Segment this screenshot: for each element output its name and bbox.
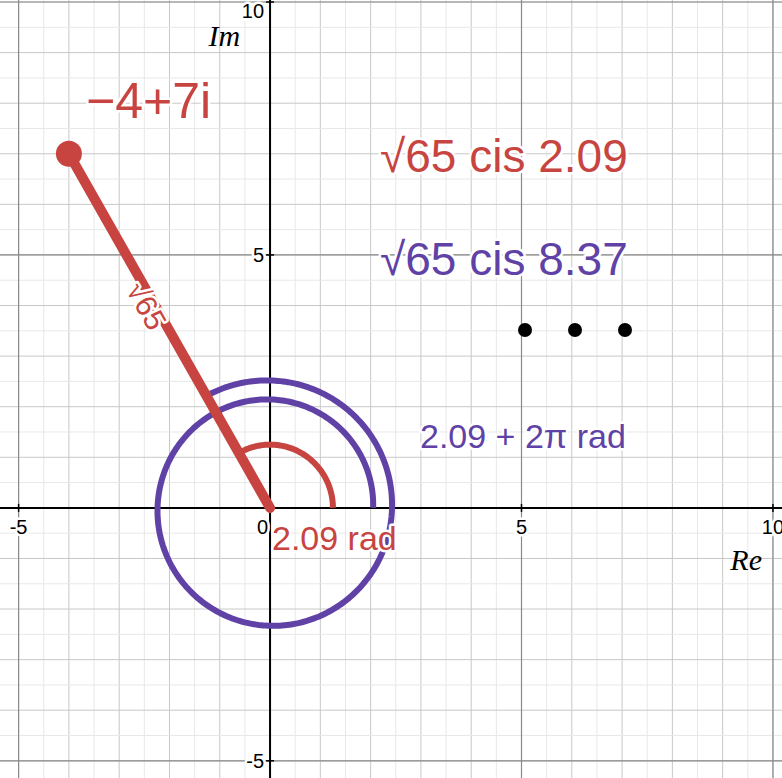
grid-minor-y <box>0 710 782 711</box>
grid-minor-y <box>0 583 782 584</box>
grid-line-x <box>18 0 19 778</box>
grid-minor-x <box>295 0 296 778</box>
grid-minor-x <box>546 0 547 778</box>
grid <box>0 0 782 778</box>
y-tick-label: 10 <box>242 0 264 22</box>
annotations: −4+7i √65 √65 cis 2.09 √65 cis 8.37 2.09 rad… <box>86 73 632 557</box>
grid-minor-x <box>471 0 472 778</box>
grid-minor-x <box>772 0 773 778</box>
grid-minor-x <box>18 0 19 778</box>
grid-minor-x <box>596 0 597 778</box>
grid-minor-x <box>647 0 648 778</box>
grid-minor-y <box>0 330 782 331</box>
angle-label: 2.09 rad <box>272 519 397 557</box>
grid-minor-x <box>496 0 497 778</box>
x-tick <box>521 504 523 512</box>
grid-minor-y <box>0 457 782 458</box>
grid-line-x <box>521 0 522 778</box>
x-axis-label: Re <box>729 543 762 576</box>
grid-minor-y <box>0 659 782 660</box>
grid-minor-y <box>0 634 782 635</box>
x-tick-label: -5 <box>10 516 28 538</box>
x-tick-label: 10 <box>762 516 782 538</box>
point <box>56 141 82 167</box>
grid-minor-x <box>43 0 44 778</box>
point-label: −4+7i <box>86 73 211 129</box>
grid-minor-x <box>270 0 271 778</box>
grid-minor-y <box>0 52 782 53</box>
grid-line-y <box>0 1 782 2</box>
x-tick <box>772 504 774 512</box>
grid-minor-x <box>722 0 723 778</box>
ellipsis-dot <box>518 323 532 337</box>
grid-minor-x <box>747 0 748 778</box>
modulus-label: √65 <box>120 276 173 336</box>
grid-minor-x <box>622 0 623 778</box>
x-tick-label: 0 <box>257 516 268 538</box>
y-axis <box>269 0 271 778</box>
complex-plane: -50510-5510ReIm−4+7i√65√65 cis 2.09√65 c… <box>0 0 782 778</box>
y-tick <box>266 254 274 256</box>
grid-minor-y <box>0 27 782 28</box>
y-tick-label: -5 <box>246 750 264 772</box>
grid-minor-x <box>345 0 346 778</box>
grid-minor-x <box>697 0 698 778</box>
x-tick <box>18 504 20 512</box>
grid-minor-x <box>672 0 673 778</box>
x-tick-label: 5 <box>516 516 527 538</box>
grid-line-x <box>772 0 773 778</box>
grid-minor-y <box>0 609 782 610</box>
grid-line-y <box>0 760 782 761</box>
grid-minor-y <box>0 204 782 205</box>
grid-minor-y <box>0 431 782 432</box>
grid-minor-y <box>0 684 782 685</box>
grid-minor-x <box>395 0 396 778</box>
grid-minor-y <box>0 558 782 559</box>
grid-minor-x <box>244 0 245 778</box>
grid-minor-y <box>0 406 782 407</box>
polar-form: √65 cis 8.37 <box>380 233 628 285</box>
angle-label: 2.09 + 2π rad <box>420 417 626 455</box>
grid-minor-y <box>0 2 782 3</box>
grid-minor-x <box>68 0 69 778</box>
polar-form: √65 cis 2.09 <box>380 130 628 182</box>
grid-minor-y <box>0 760 782 761</box>
grid-minor-y <box>0 381 782 382</box>
grid-minor-x <box>420 0 421 778</box>
grid-line-x <box>269 0 270 778</box>
ellipsis-dot <box>568 323 582 337</box>
modulus-line <box>69 154 270 508</box>
y-axis-label: Im <box>207 19 240 52</box>
ellipsis-dot <box>618 323 632 337</box>
grid-minor-x <box>571 0 572 778</box>
angle-arc <box>157 380 392 625</box>
grid-minor-x <box>370 0 371 778</box>
grid-minor-x <box>446 0 447 778</box>
grid-minor-x <box>521 0 522 778</box>
tick-labels: -5 0 5 10 -5 5 10 <box>10 0 782 772</box>
y-tick-label: 5 <box>253 244 264 266</box>
grid-minor-y <box>0 356 782 357</box>
y-tick <box>266 760 274 762</box>
grid-minor-y <box>0 305 782 306</box>
grid-minor-y <box>0 735 782 736</box>
y-tick <box>266 1 274 3</box>
